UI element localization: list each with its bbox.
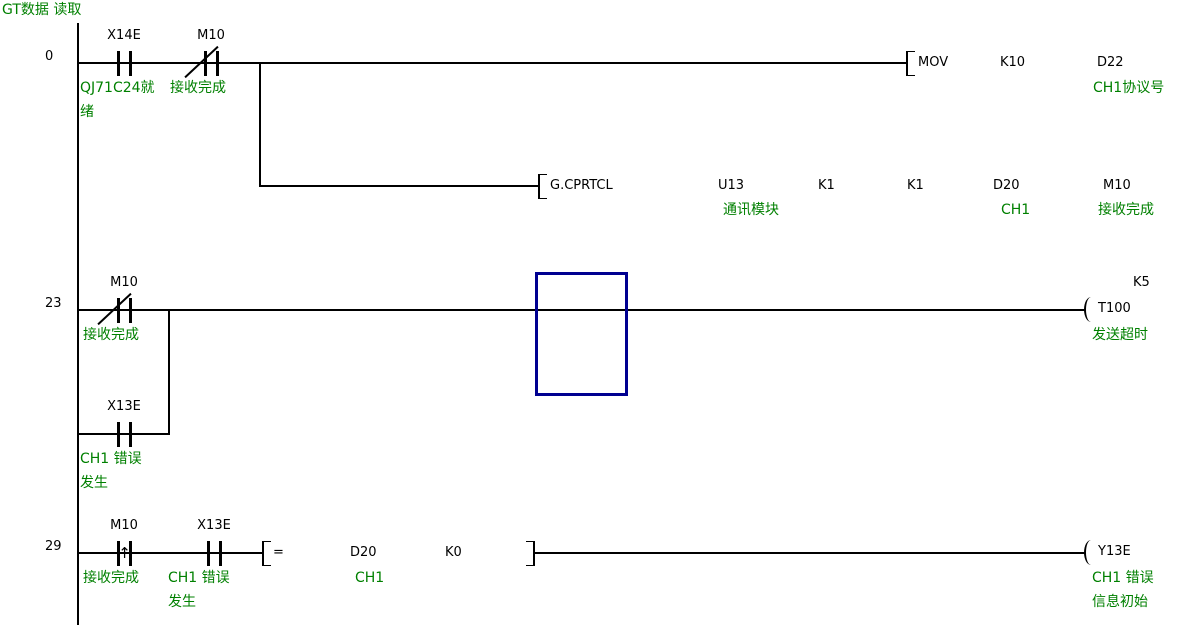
rung0-wire [77, 62, 906, 64]
operand-4: D20 [993, 178, 1020, 193]
device-comment-y13e: CH1 错误 信息初始 [1092, 566, 1154, 614]
device-comment-x14e: QJ71C24就 绪 [80, 76, 155, 124]
rung-number: 0 [45, 49, 54, 64]
device-label-y13e: Y13E [1098, 544, 1131, 559]
branch-wire-vertical [259, 62, 261, 186]
comment-line: CH1 错误 [1092, 570, 1154, 586]
cprtcl-wire [259, 185, 538, 187]
contact-bar-left-icon [117, 541, 120, 566]
contact-m10-normally-closed[interactable] [184, 45, 219, 79]
rung29-wire-left [77, 552, 262, 554]
comment-line: QJ71C24就 [80, 80, 155, 96]
device-comment-m10: 接收完成 [170, 80, 226, 96]
output-coil-y13e[interactable]: Y13E [1084, 540, 1144, 566]
operand-comment-d20: CH1 [355, 570, 385, 586]
left-power-rail [77, 23, 79, 625]
coil-arc-icon [1084, 540, 1098, 565]
device-comment-x13e: CH1 错误 发生 [80, 447, 142, 495]
device-comment-x13e: CH1 错误 发生 [168, 566, 230, 614]
rung-number: 23 [45, 296, 62, 311]
device-label-x14e: X14E [107, 28, 141, 43]
timer-preset-value: K5 [1133, 275, 1150, 290]
contact-x13e[interactable] [207, 541, 222, 566]
device-label-x13e: X13E [197, 518, 231, 533]
device-label-m10: M10 [110, 518, 138, 533]
operand-1: D20 [350, 545, 377, 560]
device-label-m10: M10 [110, 275, 138, 290]
compare-operator: = [273, 545, 284, 560]
instruction-mnemonic: G.CPRTCL [550, 178, 613, 193]
comment-line: CH1 错误 [168, 570, 230, 586]
device-comment-m10: 接收完成 [83, 327, 139, 343]
compare-close-bracket-icon [526, 541, 535, 566]
rung29-wire-right [535, 552, 1086, 554]
comment-line: CH1 错误 [80, 451, 142, 467]
contact-bar-right-icon [129, 298, 132, 323]
contact-bar-left-icon [117, 51, 120, 76]
device-label-m10: M10 [197, 28, 225, 43]
device-comment-m10: 接收完成 [83, 570, 139, 586]
contact-bar-left-icon [117, 298, 120, 323]
comment-line: 绪 [80, 104, 94, 120]
operand-3: K1 [907, 178, 924, 193]
device-label-t100: T100 [1098, 301, 1131, 316]
operand-comment-d22: CH1协议号 [1093, 80, 1165, 96]
comment-line: 发生 [80, 475, 108, 491]
operand-5: M10 [1103, 178, 1131, 193]
coil-arc-icon [1084, 297, 1098, 322]
instruction-mov[interactable]: MOV K10 D22 [906, 51, 1146, 76]
branch-wire [77, 433, 168, 435]
compare-open-bracket-icon [262, 541, 271, 566]
instruction-open-bracket-icon [538, 174, 547, 199]
rising-edge-arrow-icon: ↑ [118, 544, 131, 562]
contact-x14e[interactable] [117, 51, 132, 76]
contact-bar-left-icon [117, 422, 120, 447]
branch-wire-vertical [168, 309, 170, 435]
instruction-mnemonic: MOV [918, 55, 949, 70]
rung-number: 29 [45, 539, 62, 554]
contact-m10-rising-edge[interactable]: ↑ [117, 541, 132, 566]
timer-coil-t100[interactable]: T100 [1084, 297, 1144, 323]
instruction-open-bracket-icon [906, 51, 915, 76]
operand-2: K0 [445, 545, 462, 560]
comment-line: 发生 [168, 594, 196, 610]
selection-cursor[interactable] [535, 272, 628, 396]
instruction-gcprtcl[interactable]: G.CPRTCL U13 K1 K1 D20 M10 [538, 174, 1138, 199]
contact-bar-right-icon [129, 422, 132, 447]
contact-bar-right-icon [129, 541, 132, 566]
compare-block-equals[interactable]: = D20 K0 [262, 541, 535, 566]
comment-line: 信息初始 [1092, 594, 1148, 610]
contact-bar-left-icon [207, 541, 210, 566]
operand-1: U13 [718, 178, 745, 193]
rung23-wire [77, 309, 1086, 311]
contact-bar-left-icon [204, 51, 207, 76]
operand-comment-m10: 接收完成 [1098, 202, 1154, 218]
contact-bar-right-icon [219, 541, 222, 566]
contact-bar-right-icon [216, 51, 219, 76]
contact-bar-right-icon [129, 51, 132, 76]
device-label-x13e: X13E [107, 399, 141, 414]
operand-source: K10 [1000, 55, 1026, 70]
operand-comment-u13: 通讯模块 [723, 202, 779, 218]
device-comment-t100: 发送超时 [1092, 327, 1148, 343]
operand-destination: D22 [1097, 55, 1124, 70]
operand-comment-d20: CH1 [1001, 202, 1031, 218]
contact-x13e[interactable] [117, 422, 132, 447]
operand-2: K1 [818, 178, 835, 193]
program-title: GT数据 读取 [2, 2, 82, 18]
contact-m10-normally-closed[interactable] [97, 292, 132, 326]
